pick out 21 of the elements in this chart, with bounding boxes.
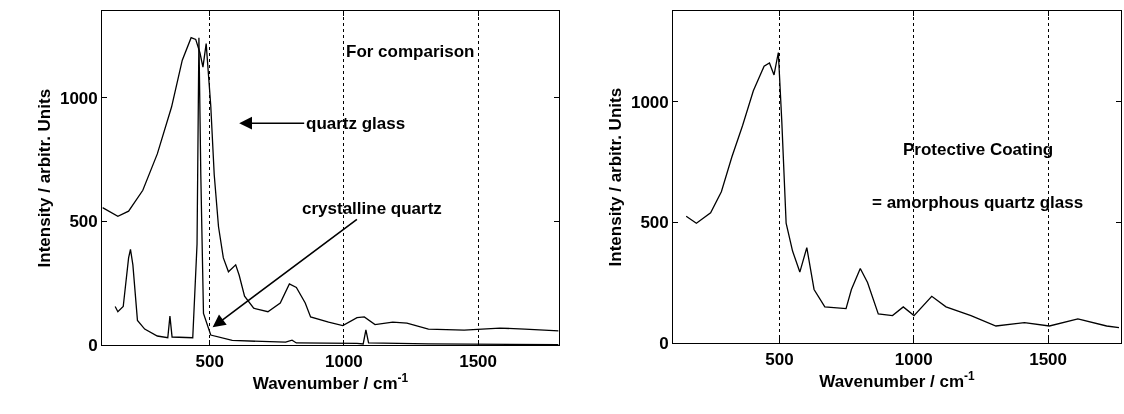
annotation: For comparison: [346, 42, 475, 61]
y-axis-title: Intensity / arbitr. Units: [606, 87, 626, 267]
x-axis-title: Wavenumber / cm$^{-1}$: [252, 370, 409, 394]
x-tick-label: 1000: [894, 349, 933, 369]
y-tick-label: 1000: [59, 88, 98, 108]
x-tick-label: 1500: [1029, 349, 1067, 369]
x-axis-title: Wavenumber / cm$^{-1}$: [819, 368, 976, 392]
y-tick-label: 1000: [630, 92, 669, 112]
annotation: Protective Coating: [903, 140, 1054, 159]
y-tick-label: 500: [640, 213, 669, 233]
y-tick-label: 0: [88, 336, 98, 356]
y-axis-title: Intensity / arbitr. Units: [35, 88, 55, 268]
annotation: crystalline quartz: [302, 199, 442, 218]
annotation: = amorphous quartz glass: [872, 193, 1084, 212]
x-tick-label: 500: [195, 351, 224, 371]
x-tick-label: 1000: [324, 351, 363, 371]
y-tick-label: 0: [659, 334, 669, 354]
annotation: quartz glass: [306, 114, 406, 133]
y-tick-label: 500: [69, 212, 98, 232]
x-tick-label: 500: [765, 349, 794, 369]
x-tick-label: 1500: [459, 351, 498, 371]
